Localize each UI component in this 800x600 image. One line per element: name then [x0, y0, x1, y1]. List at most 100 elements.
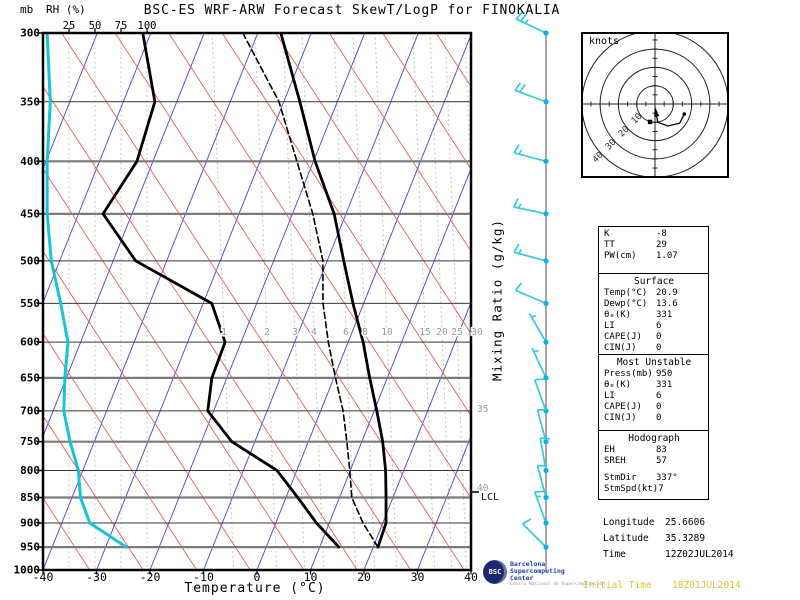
background-gridlines — [44, 34, 470, 569]
panel-row-value: 29 — [656, 240, 667, 250]
panel-row: LI 6 — [604, 391, 704, 402]
panel-row: θₑ(K) 331 — [604, 310, 704, 321]
panel-row-value: 13.6 — [656, 299, 678, 309]
panel-row-label: CIN(J) — [604, 413, 637, 423]
storm-motion-marker — [647, 119, 653, 125]
location-row: Latitude 35.3289 — [603, 531, 734, 547]
panel-row-label: θₑ(K) — [604, 380, 632, 390]
svg-text:20: 20 — [357, 570, 371, 584]
panel-row-label: θₑ(K) — [604, 310, 632, 320]
logo-line: Supercomputing — [510, 567, 565, 575]
panel-row-value: 7 — [658, 484, 664, 494]
panel-row-value: 337° — [656, 473, 678, 483]
panel-row-value: 0 — [656, 402, 662, 412]
svg-text:10: 10 — [630, 112, 645, 127]
pressure-unit-label: mb — [20, 3, 34, 16]
panel-row-value: 6 — [656, 391, 662, 401]
svg-text:-10: -10 — [193, 570, 214, 584]
panel-row: EH 83 — [604, 445, 704, 456]
svg-text:1: 1 — [221, 327, 227, 338]
panel-row-label: StmDir — [604, 473, 637, 483]
panel-section-header: Surface — [633, 276, 675, 287]
svg-text:15: 15 — [419, 327, 430, 338]
svg-text:50: 50 — [89, 20, 102, 32]
panel-section: Hodograph EH 83 SREH 57 StmDir 337° StmSpd(kt) 7 — [599, 430, 708, 499]
svg-text:450: 450 — [20, 207, 40, 220]
panel-row-value: 950 — [656, 369, 673, 379]
svg-text:20: 20 — [617, 125, 632, 140]
sounding-curves — [45, 34, 388, 549]
panel-row-value: 20.9 — [656, 288, 678, 298]
svg-text:500: 500 — [20, 254, 40, 267]
panel-row-value: 0 — [656, 343, 662, 353]
svg-text:40: 40 — [591, 151, 606, 166]
temperature-tick-labels: -40 -30 -20 -10 0 10 20 30 40 — [33, 570, 478, 584]
panel-row: StmSpd(kt) 7 — [604, 484, 704, 495]
panel-row: PW(cm) 1.07 — [604, 251, 704, 262]
svg-text:-40: -40 — [33, 570, 54, 584]
panel-section-header: Hodograph — [628, 433, 680, 444]
svg-text:40: 40 — [477, 483, 489, 494]
svg-text:30: 30 — [471, 327, 483, 338]
panel-row-value: 1.07 — [656, 251, 678, 261]
svg-text:300: 300 — [20, 27, 40, 40]
hodograph-unit-label: knots — [589, 36, 620, 47]
svg-text:0: 0 — [254, 570, 261, 584]
svg-text:650: 650 — [20, 371, 40, 384]
chart-title: BSC-ES WRF-ARW Forecast SkewT/LogP for F… — [143, 3, 561, 18]
panel-row-value: 6 — [656, 321, 662, 331]
svg-text:10: 10 — [381, 327, 393, 338]
panel-row: K -8 — [604, 229, 704, 240]
panel-row-value: 0 — [656, 413, 662, 423]
initial-time-label: Initial Time — [583, 580, 652, 591]
panel-row: θₑ(K) 331 — [604, 380, 704, 391]
panel-row: StmDir 337° — [604, 473, 704, 484]
svg-text:900: 900 — [20, 517, 40, 530]
temperature-axis-label: Temperature (°C) — [184, 581, 326, 596]
panel-row-value: 83 — [656, 445, 667, 455]
svg-text:600: 600 — [20, 336, 40, 349]
bsc-logo: BSC Barcelona Supercomputing Center Centro … — [483, 560, 605, 588]
svg-text:850: 850 — [20, 491, 40, 504]
svg-text:6: 6 — [343, 327, 349, 338]
indices-panel: K -8 TT 29 PW(cm) 1.07 Surface Temp(°C) 20.9 Dewp… — [598, 226, 709, 500]
location-info: Longitude 25.6606 Latitude 35.3289 Time 12Z02… — [603, 515, 734, 563]
plot-frame — [37, 28, 473, 575]
panel-row: CIN(J) 0 — [604, 413, 704, 424]
panel-section-header: Most Unstable — [616, 357, 692, 368]
temperature-curve — [279, 34, 388, 549]
dewpoint-curve — [101, 34, 341, 549]
svg-text:800: 800 — [20, 464, 40, 477]
logo-line: Barcelona — [510, 560, 546, 568]
lcl-marker: LCL — [471, 491, 499, 503]
panel-section: K -8 TT 29 PW(cm) 1.07 — [599, 227, 708, 273]
pressure-tick-labels: 300 350 400 450 500 550 600 650 700 750 800 850 900 9… — [14, 27, 41, 577]
svg-text:-20: -20 — [140, 570, 161, 584]
panel-row-value: 57 — [656, 456, 667, 466]
parcel-curve — [242, 34, 379, 548]
location-row: Longitude 25.6606 — [603, 515, 734, 531]
svg-text:LCL: LCL — [481, 492, 499, 503]
location-row-value: 25.6606 — [665, 517, 706, 528]
svg-text:950: 950 — [20, 541, 40, 554]
svg-text:700: 700 — [20, 404, 40, 417]
panel-row: Dewp(°C) 13.6 — [604, 299, 704, 310]
svg-text:10: 10 — [304, 570, 318, 584]
svg-text:4: 4 — [311, 327, 317, 338]
svg-text:-30: -30 — [86, 570, 107, 584]
location-row-label: Time — [603, 549, 626, 560]
rh-tick-labels: 25 50 75 100 — [63, 20, 157, 32]
initial-time-value: 18Z01JUL2014 — [672, 580, 741, 591]
panel-row: CIN(J) 0 — [604, 343, 704, 354]
svg-text:550: 550 — [20, 297, 40, 310]
panel-row-value: 0 — [656, 332, 662, 342]
panel-row-label: CAPE(J) — [604, 332, 642, 342]
logo-line: Center — [510, 574, 534, 582]
panel-row: CAPE(J) 0 — [604, 402, 704, 413]
svg-text:400: 400 — [20, 155, 40, 168]
initial-time-line: Initial Time 18Z01JUL2014 — [583, 580, 741, 591]
svg-text:100: 100 — [138, 20, 157, 32]
